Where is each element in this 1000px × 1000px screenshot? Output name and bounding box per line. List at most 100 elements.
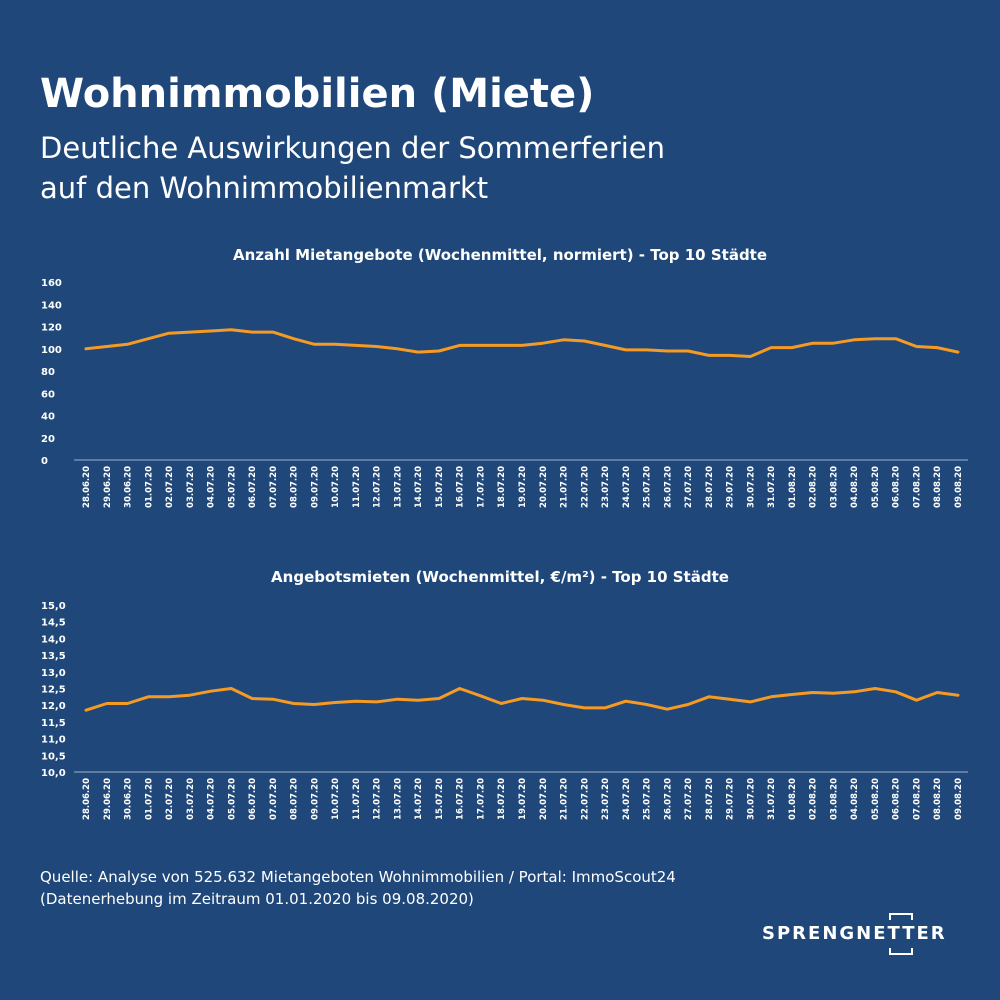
rents-y-tick-label: 11,0 — [41, 735, 66, 746]
listings-x-tick-label: 01.08.20 — [788, 466, 798, 508]
listings-x-tick-label: 15.07.20 — [435, 466, 445, 508]
rents-x-tick-label: 06.08.20 — [892, 778, 902, 820]
listings-x-tick-label: 14.07.20 — [414, 466, 424, 508]
listings-x-tick-label: 07.08.20 — [912, 466, 922, 508]
listings-y-tick-label: 0 — [41, 456, 48, 467]
listings-x-tick-label: 28.06.20 — [82, 466, 92, 508]
rents-x-tick-label: 07.07.20 — [269, 778, 279, 820]
listings-x-tick-label: 24.07.20 — [622, 466, 632, 508]
listings-x-tick-label: 25.07.20 — [643, 466, 653, 508]
rents-x-tick-label: 04.07.20 — [207, 778, 217, 820]
rents-x-tick-label: 05.07.20 — [227, 778, 237, 820]
listings-y-tick-label: 100 — [41, 345, 62, 356]
rents-x-tick-label: 27.07.20 — [684, 778, 694, 820]
listings-x-tick-label: 06.08.20 — [892, 466, 902, 508]
rents-x-tick-label: 01.07.20 — [144, 778, 154, 820]
listings-x-tick-label: 11.07.20 — [352, 466, 362, 508]
rents-x-tick-label: 25.07.20 — [643, 778, 653, 820]
rents-x-tick-label: 29.07.20 — [726, 778, 736, 820]
rents-y-tick-label: 13,0 — [41, 668, 66, 679]
listings-x-tick-label: 29.06.20 — [103, 466, 113, 508]
source-line-1: Quelle: Analyse von 525.632 Mietangebote… — [40, 868, 676, 886]
page-subtitle: Deutliche Auswirkungen der Sommerferien … — [40, 128, 940, 208]
listings-x-tick-label: 02.07.20 — [165, 466, 175, 508]
rents-x-tick-label: 04.08.20 — [850, 778, 860, 820]
rents-x-tick-label: 14.07.20 — [414, 778, 424, 820]
listings-x-tick-label: 13.07.20 — [393, 466, 403, 508]
listings-x-tick-label: 30.07.20 — [746, 466, 756, 508]
rents-x-tick-label: 09.08.20 — [954, 778, 964, 820]
listings-x-tick-label: 16.07.20 — [456, 466, 466, 508]
listings-x-tick-label: 28.07.20 — [705, 466, 715, 508]
rents-x-tick-label: 07.08.20 — [912, 778, 922, 820]
listings-x-tick-label: 04.07.20 — [207, 466, 217, 508]
rents-x-tick-label: 03.07.20 — [186, 778, 196, 820]
rents-y-tick-label: 14,5 — [41, 618, 66, 629]
listings-x-tick-label: 19.07.20 — [518, 466, 528, 508]
rents-x-tick-label: 02.07.20 — [165, 778, 175, 820]
rents-x-tick-label: 10.07.20 — [331, 778, 341, 820]
subtitle-line-2: auf den Wohnimmobilienmarkt — [40, 171, 489, 205]
rents-x-tick-label: 30.06.20 — [124, 778, 134, 820]
listings-x-tick-label: 08.07.20 — [290, 466, 300, 508]
listings-x-tick-label: 10.07.20 — [331, 466, 341, 508]
rents-x-tick-label: 08.07.20 — [290, 778, 300, 820]
listings-y-tick-label: 140 — [41, 300, 62, 311]
rents-x-tick-label: 03.08.20 — [829, 778, 839, 820]
listings-y-tick-label: 40 — [41, 412, 55, 423]
rents-x-tick-label: 19.07.20 — [518, 778, 528, 820]
listings-x-tick-label: 12.07.20 — [373, 466, 383, 508]
listings-x-tick-label: 22.07.20 — [580, 466, 590, 508]
rents-y-tick-label: 10,5 — [41, 751, 66, 762]
listings-x-tick-label: 09.07.20 — [310, 466, 320, 508]
logo-text: SPRENGNETTER — [762, 923, 947, 944]
listings-x-tick-label: 03.07.20 — [186, 466, 196, 508]
listings-x-tick-label: 04.08.20 — [850, 466, 860, 508]
listings-x-tick-label: 09.08.20 — [954, 466, 964, 508]
listings-x-tick-label: 26.07.20 — [663, 466, 673, 508]
rents-x-tick-label: 08.08.20 — [933, 778, 943, 820]
listings-x-tick-label: 20.07.20 — [539, 466, 549, 508]
rents-y-tick-label: 12,5 — [41, 685, 66, 696]
chart-2-title: Angebotsmieten (Wochenmittel, €/m²) - To… — [271, 568, 729, 586]
rents-x-tick-label: 26.07.20 — [663, 778, 673, 820]
rents-x-tick-label: 28.07.20 — [705, 778, 715, 820]
rents-x-tick-label: 02.08.20 — [809, 778, 819, 820]
rents-x-tick-label: 05.08.20 — [871, 778, 881, 820]
logo-mark-icon — [889, 913, 913, 955]
rents-x-tick-label: 18.07.20 — [497, 778, 507, 820]
listings-x-tick-label: 21.07.20 — [560, 466, 570, 508]
listings-x-tick-label: 01.07.20 — [144, 466, 154, 508]
rents-y-tick-label: 15,0 — [41, 601, 66, 612]
listings-y-tick-label: 80 — [41, 367, 55, 378]
listings-series-line-0 — [84, 328, 960, 358]
listings-line-chart: 0 20 40 60 80 100 120 140 160 28.06.20 29.06.20 30.… — [41, 278, 968, 508]
rents-x-tick-label: 15.07.20 — [435, 778, 445, 820]
rents-x-tick-label: 22.07.20 — [580, 778, 590, 820]
rents-x-tick-label: 29.06.20 — [103, 778, 113, 820]
rents-x-tick-label: 09.07.20 — [310, 778, 320, 820]
rents-x-tick-label: 28.06.20 — [82, 778, 92, 820]
rents-x-tick-label: 16.07.20 — [456, 778, 466, 820]
rents-y-tick-label: 10,0 — [41, 768, 66, 779]
chart-1-title: Anzahl Mietangebote (Wochenmittel, normi… — [232, 246, 768, 264]
listings-x-tick-label: 31.07.20 — [767, 466, 777, 508]
listings-y-tick-label: 160 — [41, 278, 62, 289]
rents-x-tick-label: 12.07.20 — [373, 778, 383, 820]
listings-x-tick-label: 05.08.20 — [871, 466, 881, 508]
rents-y-tick-label: 12,0 — [41, 701, 66, 712]
rents-y-tick-label: 11,5 — [41, 718, 66, 729]
rents-x-tick-label: 11.07.20 — [352, 778, 362, 820]
listings-x-tick-label: 27.07.20 — [684, 466, 694, 508]
sprengnetter-logo: SPRENGNETTER — [762, 912, 952, 956]
source-line-2: (Datenerhebung im Zeitraum 01.01.2020 bi… — [40, 890, 474, 908]
listings-x-tick-label: 02.08.20 — [809, 466, 819, 508]
rents-x-tick-label: 20.07.20 — [539, 778, 549, 820]
listings-y-tick-label: 20 — [41, 434, 55, 445]
rents-series-line-0 — [84, 687, 960, 712]
listings-x-tick-label: 05.07.20 — [227, 466, 237, 508]
rents-x-tick-label: 06.07.20 — [248, 778, 258, 820]
listings-x-tick-label: 29.07.20 — [726, 466, 736, 508]
page-title: Wohnimmobilien (Miete) — [40, 71, 595, 117]
rents-x-tick-label: 24.07.20 — [622, 778, 632, 820]
